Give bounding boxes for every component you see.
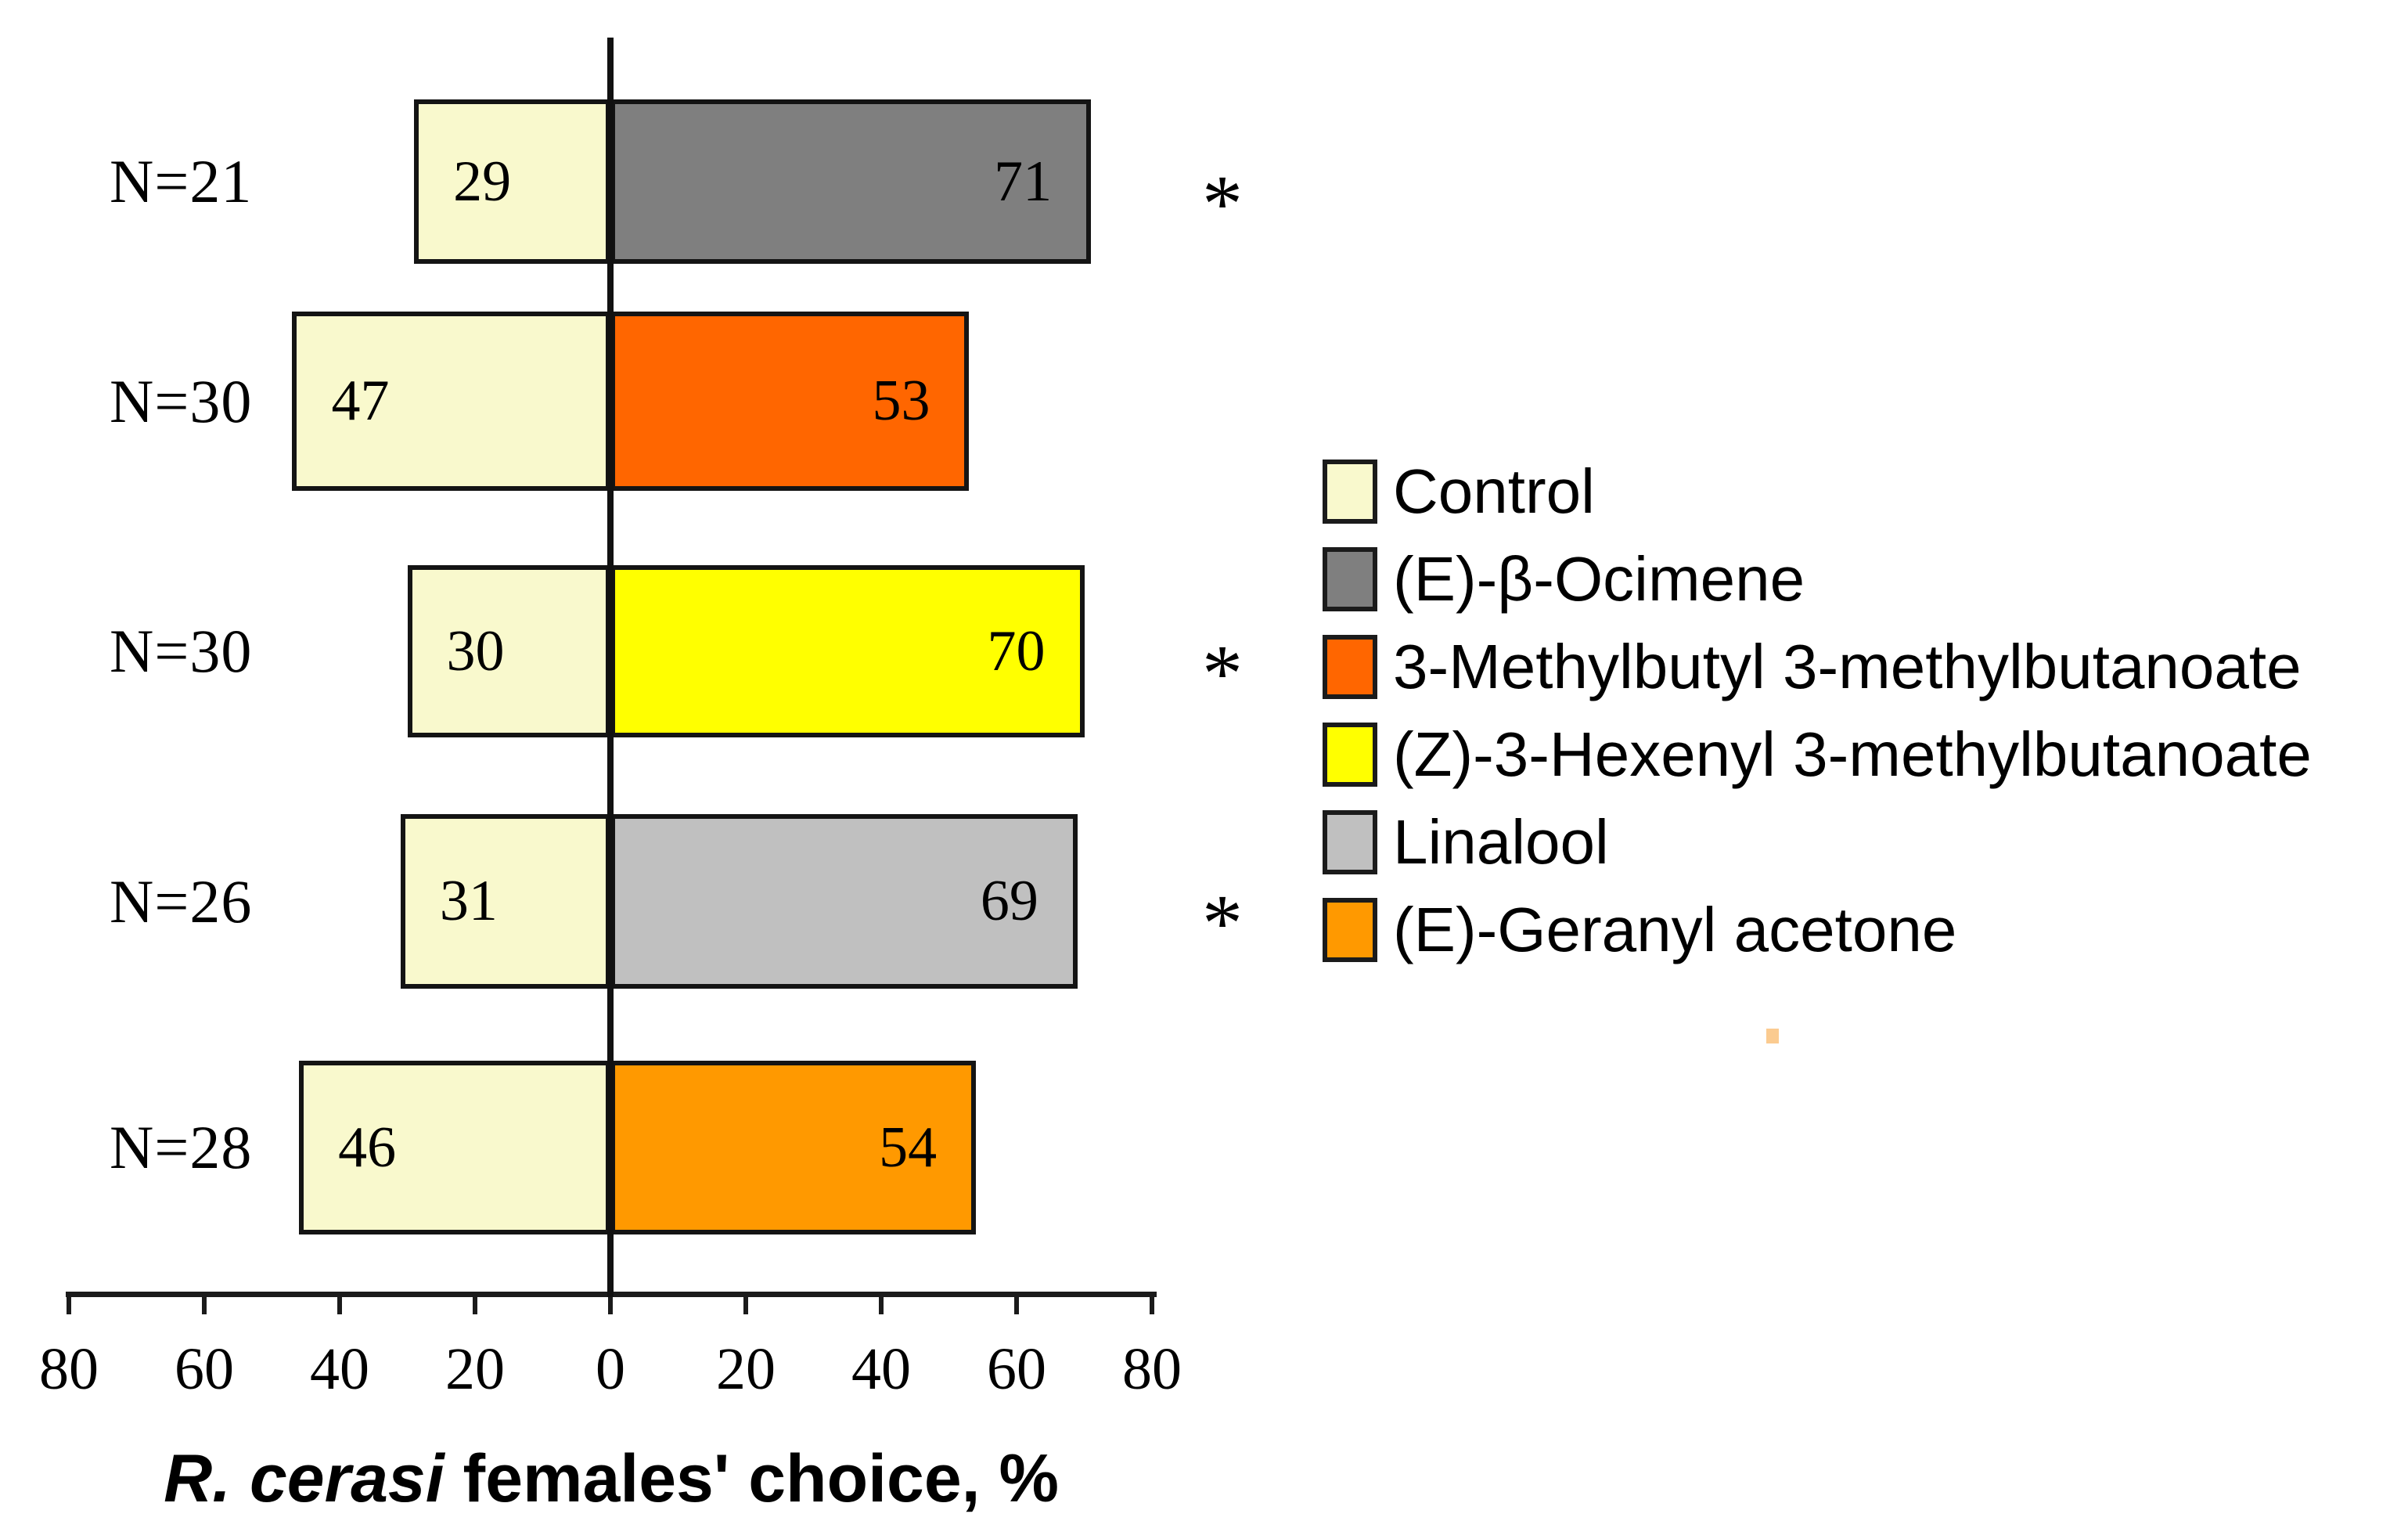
bar-value-label: 29 [453, 149, 512, 214]
bar-control: 46 [299, 1061, 610, 1234]
bar-row: N=30 47 53 [0, 312, 1268, 491]
bar-value-label: 54 [879, 1115, 938, 1180]
bar-value-label: 71 [994, 149, 1053, 214]
artifact-dot [1766, 1029, 1779, 1043]
x-axis-tick [608, 1294, 613, 1314]
legend-label: 3-Methylbutyl 3-methylbutanoate [1393, 632, 2302, 701]
legend-label: (E)-β-Ocimene [1393, 544, 1805, 614]
x-axis-title-species: R. cerasi [164, 1441, 445, 1516]
x-axis-tick [473, 1294, 477, 1314]
x-axis-tick [67, 1294, 71, 1314]
plot-area: N=21 29 71 * N=30 47 53 N=30 30 70 * N=2… [0, 38, 1268, 1518]
significance-asterisk: * [1202, 878, 1243, 968]
sample-size-label: N=30 [110, 617, 253, 685]
bar-treatment-geranyl-acetone: 54 [610, 1061, 977, 1234]
bar-treatment-ocimene: 71 [610, 99, 1092, 264]
legend-label: (E)-Geranyl acetone [1393, 895, 1957, 964]
bar-row: N=30 30 70 * [0, 565, 1268, 737]
significance-asterisk [1168, 312, 1277, 491]
bar-treatment-linalool: 69 [610, 814, 1078, 989]
legend-swatch-methylbutyl [1323, 635, 1377, 699]
legend: Control (E)-β-Ocimene 3-Methylbutyl 3-me… [1323, 448, 2312, 974]
legend-item-ocimene: (E)-β-Ocimene [1323, 535, 2312, 623]
significance-asterisk: * [1202, 628, 1243, 719]
x-tick-label: 40 [851, 1336, 911, 1402]
legend-item-methylbutyl: 3-Methylbutyl 3-methylbutanoate [1323, 623, 2312, 711]
legend-swatch-geranyl-acetone [1323, 898, 1377, 962]
bar-control: 47 [292, 312, 610, 491]
bar-value-label: 31 [439, 869, 498, 933]
bar-control: 30 [407, 565, 610, 737]
x-tick-label: 40 [310, 1336, 369, 1402]
bar-value-label: 47 [331, 369, 390, 433]
x-tick-label: 60 [175, 1336, 234, 1402]
sample-size-label: N=21 [110, 147, 253, 215]
bar-control: 31 [400, 814, 610, 989]
x-axis-tick [743, 1294, 748, 1314]
legend-swatch-hexenyl [1323, 723, 1377, 787]
legend-item-control: Control [1323, 448, 2312, 535]
x-tick-label: 80 [1122, 1336, 1182, 1402]
legend-label: Linalool [1393, 807, 1609, 877]
bar-row: N=21 29 71 * [0, 99, 1268, 264]
significance-asterisk: * [1202, 158, 1243, 249]
x-axis-title: R. cerasi females' choice, % [66, 1440, 1157, 1518]
x-tick-label: 0 [596, 1336, 625, 1402]
x-tick-label: 60 [987, 1336, 1046, 1402]
bar-control: 29 [414, 99, 610, 264]
x-axis-tick [1014, 1294, 1019, 1314]
significance-asterisk [1168, 1061, 1277, 1234]
bar-value-label: 30 [446, 618, 505, 683]
bar-value-label: 46 [338, 1115, 397, 1180]
x-axis-tick [1150, 1294, 1154, 1314]
legend-item-geranyl-acetone: (E)-Geranyl acetone [1323, 886, 2312, 974]
sample-size-label: N=30 [110, 366, 253, 435]
zero-axis-line [607, 38, 614, 1297]
x-tick-label: 80 [39, 1336, 99, 1402]
legend-item-hexenyl: (Z)-3-Hexenyl 3-methylbutanoate [1323, 711, 2312, 798]
bar-value-label: 70 [987, 618, 1046, 683]
x-tick-label: 20 [445, 1336, 505, 1402]
sample-size-label: N=26 [110, 867, 253, 935]
x-axis-tick [202, 1294, 207, 1314]
bar-treatment-methylbutyl: 53 [610, 312, 970, 491]
x-axis-title-rest: females' choice, % [444, 1441, 1059, 1516]
x-axis-tick [879, 1294, 884, 1314]
legend-label: (Z)-3-Hexenyl 3-methylbutanoate [1393, 719, 2312, 789]
sample-size-label: N=28 [110, 1113, 253, 1181]
bar-value-label: 53 [872, 369, 930, 433]
legend-swatch-linalool [1323, 810, 1377, 874]
bar-treatment-hexenyl: 70 [610, 565, 1085, 737]
bar-row: N=26 31 69 * [0, 814, 1268, 989]
x-axis-tick [337, 1294, 342, 1314]
bar-value-label: 69 [980, 869, 1038, 933]
legend-label: Control [1393, 456, 1595, 526]
legend-swatch-control [1323, 460, 1377, 524]
bar-row: N=28 46 54 [0, 1061, 1268, 1234]
legend-swatch-ocimene [1323, 547, 1377, 611]
legend-item-linalool: Linalool [1323, 798, 2312, 886]
x-tick-label: 20 [716, 1336, 776, 1402]
